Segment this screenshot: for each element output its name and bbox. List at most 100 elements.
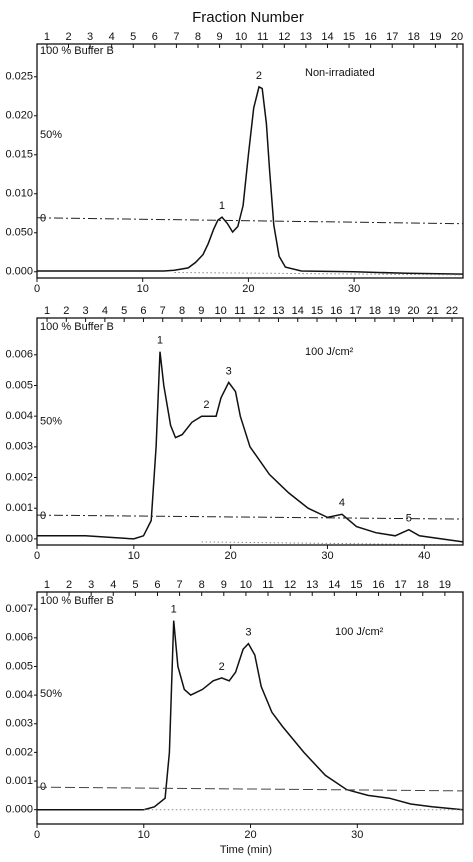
x2-tick-label: 3 xyxy=(87,31,93,43)
x2-tick-label: 16 xyxy=(372,579,384,591)
x2-tick-label: 7 xyxy=(160,305,166,317)
x-tick-label: 20 xyxy=(225,550,237,562)
x2-tick-label: 5 xyxy=(132,579,138,591)
x2-tick-label: 19 xyxy=(439,579,451,591)
x-tick-label: 30 xyxy=(348,283,360,295)
x2-tick-label: 12 xyxy=(278,31,290,43)
x2-tick-label: 6 xyxy=(152,31,158,43)
x-tick-label: 0 xyxy=(34,829,40,841)
peak-label: 3 xyxy=(226,365,232,377)
x2-tick-label: 17 xyxy=(395,579,407,591)
x-axis-title: Time (min) xyxy=(220,844,272,856)
x2-tick-label: 7 xyxy=(173,31,179,43)
panel-label: 100 J/cm² xyxy=(335,626,384,638)
x2-tick-label: 11 xyxy=(234,305,245,317)
x2-tick-label: 21 xyxy=(427,305,439,317)
x2-tick-label: 17 xyxy=(349,305,361,317)
x2-tick-label: 15 xyxy=(311,305,323,317)
y-tick-label: 0.001 xyxy=(5,502,33,514)
y2-tick-label: 50% xyxy=(40,415,62,427)
gradient-line xyxy=(36,514,464,520)
x2-tick-label: 10 xyxy=(214,305,226,317)
panel-label: Non-irradiated xyxy=(305,67,375,79)
x2-tick-label: 3 xyxy=(88,579,94,591)
y-tick-label: 0.002 xyxy=(5,746,33,758)
x2-tick-label: 8 xyxy=(179,305,185,317)
x2-tick-label: 20 xyxy=(407,305,419,317)
y-tick-label: 0.000 xyxy=(5,804,33,816)
x2-tick-label: 4 xyxy=(110,579,116,591)
peak-label: 2 xyxy=(256,70,262,82)
x2-tick-label: 13 xyxy=(306,579,318,591)
x2-tick-label: 8 xyxy=(195,31,201,43)
y-tick-label: 0.025 xyxy=(5,71,33,83)
x2-tick-label: 11 xyxy=(257,31,268,43)
x2-tick-label: 13 xyxy=(300,31,312,43)
x-tick-label: 10 xyxy=(128,550,140,562)
y-tick-label: 0.005 xyxy=(5,379,33,391)
x2-tick-label: 14 xyxy=(292,305,304,317)
x-tick-label: 30 xyxy=(351,829,363,841)
x2-tick-label: 19 xyxy=(388,305,400,317)
x-tick-label: 0 xyxy=(34,283,40,295)
x2-tick-label: 2 xyxy=(66,579,72,591)
plot-frame xyxy=(36,43,464,279)
y-tick-label: 0.003 xyxy=(5,718,33,730)
trace-line xyxy=(37,85,464,275)
x2-tick-label: 5 xyxy=(121,305,127,317)
x2-tick-label: 1 xyxy=(44,579,50,591)
x2-tick-label: 1 xyxy=(44,305,50,317)
baseline-line xyxy=(174,272,464,276)
x2-tick-label: 4 xyxy=(109,31,115,43)
x2-tick-label: 19 xyxy=(429,31,441,43)
y2-tick-label: 100 % Buffer B xyxy=(40,321,114,333)
y-tick-label: 0.050 xyxy=(5,227,33,239)
x2-tick-label: 11 xyxy=(262,579,273,591)
gradient-line xyxy=(36,786,464,792)
x2-tick-label: 13 xyxy=(272,305,284,317)
y-tick-label: 0.007 xyxy=(5,603,33,615)
trace-line xyxy=(37,351,464,543)
x2-tick-label: 18 xyxy=(417,579,429,591)
y-tick-label: 0.000 xyxy=(5,266,33,278)
y-tick-label: 0.000 xyxy=(5,533,33,545)
y-tick-label: 0.006 xyxy=(5,632,33,644)
x2-tick-label: 20 xyxy=(451,31,463,43)
x2-tick-label: 18 xyxy=(369,305,381,317)
y-tick-label: 0.020 xyxy=(5,110,33,122)
peak-label: 2 xyxy=(219,661,225,673)
peak-label: 3 xyxy=(245,626,251,638)
x2-tick-label: 3 xyxy=(83,305,89,317)
trace-line xyxy=(37,620,464,811)
peak-label: 5 xyxy=(406,513,412,525)
y2-tick-label: 0 xyxy=(40,510,46,522)
y2-tick-label: 0 xyxy=(40,213,46,225)
x2-tick-label: 10 xyxy=(235,31,247,43)
x2-tick-label: 6 xyxy=(140,305,146,317)
x2-tick-label: 9 xyxy=(198,305,204,317)
y2-tick-label: 50% xyxy=(40,688,62,700)
y2-tick-label: 100 % Buffer B xyxy=(40,45,114,57)
x2-tick-label: 7 xyxy=(177,579,183,591)
x2-tick-label: 6 xyxy=(154,579,160,591)
x2-tick-label: 9 xyxy=(221,579,227,591)
x-tick-label: 40 xyxy=(418,550,430,562)
x2-axis-title: Fraction Number xyxy=(192,9,304,26)
x2-tick-label: 12 xyxy=(284,579,296,591)
peak-label: 1 xyxy=(219,200,225,212)
x-tick-label: 0 xyxy=(34,550,40,562)
x2-tick-label: 14 xyxy=(321,31,333,43)
y-tick-label: 0.006 xyxy=(5,349,33,361)
x-tick-label: 10 xyxy=(138,829,150,841)
x2-tick-label: 5 xyxy=(130,31,136,43)
y2-tick-label: 50% xyxy=(40,129,62,141)
y-tick-label: 0.015 xyxy=(5,149,33,161)
x2-tick-label: 1 xyxy=(44,31,50,43)
x2-tick-label: 16 xyxy=(330,305,342,317)
x2-tick-label: 22 xyxy=(446,305,458,317)
x2-tick-label: 14 xyxy=(328,579,340,591)
y-tick-label: 0.001 xyxy=(5,775,33,787)
x2-tick-label: 8 xyxy=(199,579,205,591)
x2-tick-label: 4 xyxy=(102,305,108,317)
y-tick-label: 0.002 xyxy=(5,471,33,483)
